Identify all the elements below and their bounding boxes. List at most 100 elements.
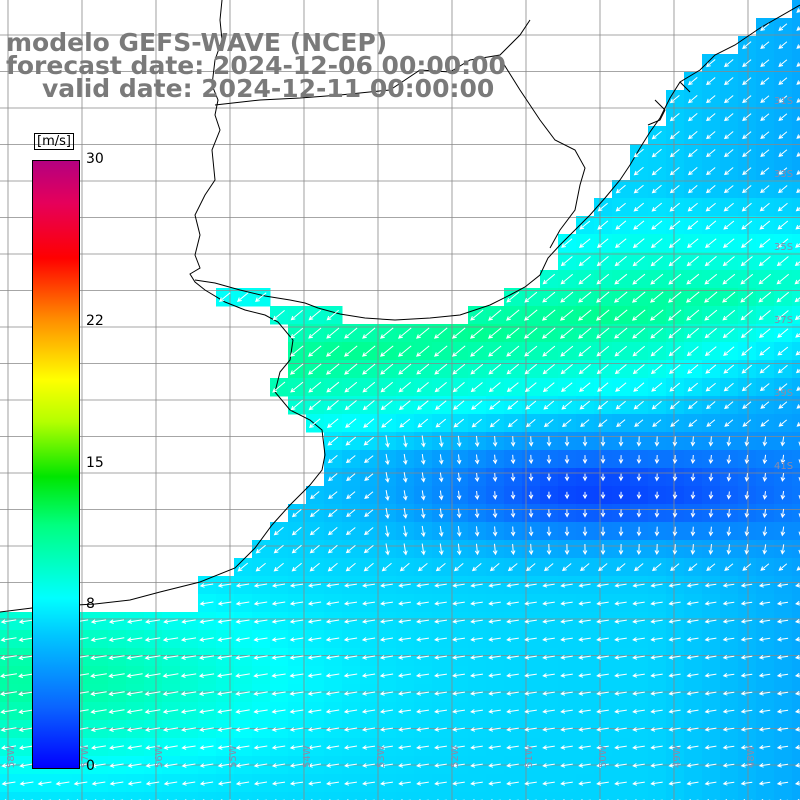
- wind-vector: [722, 655, 735, 660]
- wind-vector: [381, 562, 392, 572]
- wind-vector: [474, 490, 480, 501]
- wind-vector: [578, 256, 591, 267]
- wind-vector: [758, 291, 772, 303]
- wind-vector: [668, 619, 681, 624]
- wind-vector: [560, 673, 573, 678]
- wind-vector: [705, 364, 717, 374]
- wind-vector: [744, 436, 750, 447]
- wind-vector: [90, 637, 107, 642]
- wind-vector: [438, 472, 444, 483]
- wind-vector: [416, 601, 429, 606]
- wind-vector: [618, 455, 624, 464]
- wind-vector: [668, 637, 681, 642]
- wind-vector: [362, 763, 375, 768]
- wind-vector: [415, 673, 430, 678]
- wind-vector: [579, 400, 591, 410]
- wind-speed-cell: [450, 792, 469, 800]
- wind-vector: [162, 673, 179, 678]
- wind-vector: [253, 745, 268, 750]
- wind-vector: [704, 745, 717, 750]
- wind-vector: [636, 473, 642, 482]
- wind-vector: [471, 400, 483, 410]
- wind-vector: [307, 637, 322, 642]
- wind-vector: [452, 655, 465, 660]
- wind-vector: [618, 509, 624, 518]
- wind-vector: [705, 185, 716, 194]
- coastline-border: [0, 0, 326, 613]
- wind-vector: [91, 763, 106, 768]
- wind-vector: [650, 709, 663, 714]
- wind-vector: [381, 418, 393, 428]
- wind-vector: [794, 672, 800, 678]
- wind-vector: [126, 637, 143, 642]
- wind-vector: [343, 601, 358, 606]
- wind-vector: [199, 745, 214, 750]
- wind-vector: [541, 309, 556, 321]
- wind-vector: [255, 292, 267, 302]
- wind-vector: [632, 583, 645, 588]
- wind-vector: [416, 583, 429, 588]
- wind-vector: [363, 418, 375, 428]
- wind-vector: [364, 473, 374, 481]
- wind-vector: [597, 220, 609, 230]
- wind-vector: [272, 381, 286, 393]
- wind-vector: [541, 327, 556, 339]
- wind-vector: [126, 619, 143, 624]
- wind-vector: [108, 691, 125, 697]
- wind-vector: [708, 491, 714, 500]
- wind-vector: [740, 256, 753, 267]
- wind-vector: [564, 473, 570, 482]
- wind-vector: [741, 202, 752, 212]
- wind-vector: [488, 655, 501, 660]
- border-line-2: [499, 57, 586, 249]
- wind-vector: [561, 419, 572, 428]
- wind-vector: [492, 543, 498, 556]
- wind-vector: [596, 256, 609, 267]
- wind-vector: [560, 256, 573, 267]
- wind-vector: [690, 526, 696, 537]
- wind-vector: [416, 709, 429, 714]
- wind-vector: [706, 131, 716, 140]
- wind-vector: [795, 225, 800, 230]
- wind-vector: [560, 691, 573, 696]
- wind-vector: [470, 763, 483, 768]
- wind-speed-cell: [792, 162, 800, 181]
- wind-vector: [706, 149, 716, 158]
- wind-vector: [722, 619, 735, 624]
- wind-vector: [307, 727, 322, 732]
- wind-vector: [615, 220, 627, 230]
- wind-vector: [690, 454, 696, 465]
- wind-vector: [438, 454, 444, 465]
- wind-vector: [708, 436, 714, 447]
- wind-vector: [307, 745, 322, 750]
- wind-vector: [506, 673, 519, 678]
- wind-vector: [362, 327, 376, 339]
- wind-vector: [578, 364, 591, 375]
- wind-vector: [615, 382, 627, 392]
- wind-vector: [600, 436, 606, 447]
- wind-vector: [180, 655, 197, 660]
- colorbar: [32, 160, 80, 769]
- wind-vector: [668, 691, 681, 696]
- wind-vector: [308, 781, 321, 786]
- wind-vector: [345, 455, 356, 464]
- wind-vector: [362, 363, 376, 375]
- wind-vector: [181, 619, 196, 624]
- wind-vector: [397, 673, 412, 678]
- wind-vector: [614, 673, 627, 678]
- wind-vector: [582, 509, 588, 518]
- wind-vector: [668, 763, 681, 768]
- wind-vector: [632, 256, 645, 267]
- wind-vector: [528, 526, 534, 537]
- wind-vector: [690, 436, 696, 447]
- wind-speed-cell: [792, 324, 800, 343]
- wind-vector: [726, 491, 732, 500]
- wind-vector: [126, 727, 143, 732]
- wind-vector: [740, 601, 753, 606]
- wind-vector: [651, 220, 663, 230]
- wind-vector: [760, 95, 770, 103]
- wind-vector: [597, 563, 608, 572]
- wind-vector: [343, 745, 358, 750]
- wind-vector: [672, 544, 678, 555]
